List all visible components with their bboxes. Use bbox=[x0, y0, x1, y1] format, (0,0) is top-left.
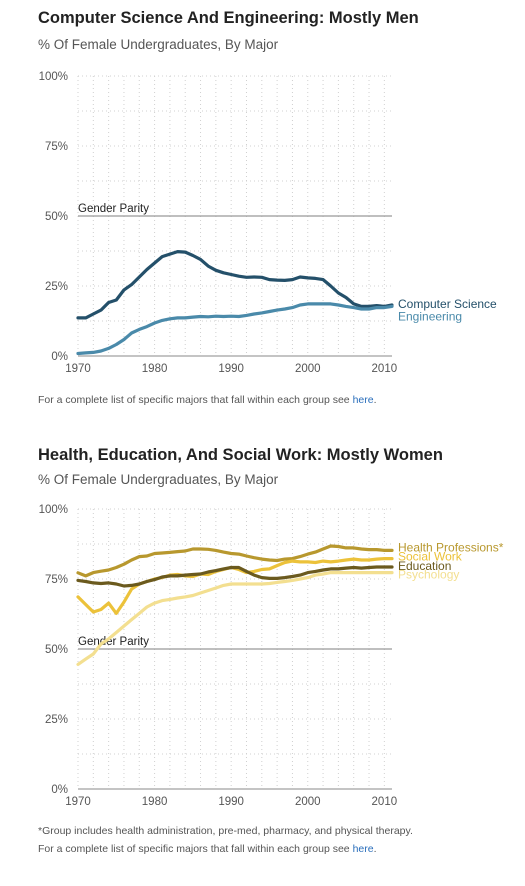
x-tick-label: 1990 bbox=[218, 363, 244, 375]
footnote-period: . bbox=[373, 394, 377, 406]
x-tick-label: 2000 bbox=[295, 363, 321, 375]
line-chart-computer-science: 0% 25% 50% 75% 100% 1970 1980 1990 2000 2010 Gende… bbox=[39, 71, 497, 375]
y-tick-label: 25% bbox=[45, 281, 68, 293]
y-tick-label: 100% bbox=[39, 504, 68, 516]
x-tick-label: 2000 bbox=[295, 796, 321, 808]
footnote-group-definition: *Group includes health administration, p… bbox=[38, 825, 413, 837]
series-line-computer-science bbox=[76, 250, 394, 320]
series-line-health-professions bbox=[76, 544, 394, 578]
chart-title: Health, Education, And Social Work: Most… bbox=[38, 446, 443, 464]
x-tick-label: 1980 bbox=[142, 796, 168, 808]
series-label-education: Education bbox=[398, 559, 451, 573]
footnote-list-link: For a complete list of specific majors t… bbox=[38, 843, 377, 855]
gender-parity-label: Gender Parity bbox=[78, 203, 149, 215]
y-tick-label: 0% bbox=[51, 351, 68, 363]
series-label-psychology: Psychology bbox=[398, 568, 459, 582]
series-label-computer-science: Computer Science bbox=[398, 297, 497, 311]
series-label-engineering: Engineering bbox=[398, 309, 462, 323]
y-tick-label: 75% bbox=[45, 141, 68, 153]
chart-panel-health-education: Health, Education, And Social Work: Most… bbox=[0, 435, 525, 875]
footnote-list-link: For a complete list of specific majors t… bbox=[38, 394, 377, 406]
line-chart-health-education: 0% 25% 50% 75% 100% 1970 1980 1990 2000 2010 Gende… bbox=[39, 504, 504, 808]
series-line-education bbox=[76, 565, 394, 588]
y-tick-label: 100% bbox=[39, 71, 68, 83]
chart-subtitle: % Of Female Undergraduates, By Major bbox=[38, 37, 279, 52]
footnote-text: *Group includes health administration, p… bbox=[38, 825, 413, 837]
footnote-text: For a complete list of specific majors t… bbox=[38, 843, 353, 855]
x-tick-label: 1990 bbox=[218, 796, 244, 808]
x-tick-label: 2010 bbox=[372, 363, 398, 375]
footnote-period: . bbox=[373, 843, 377, 855]
gender-parity-label: Gender Parity bbox=[78, 636, 149, 648]
x-tick-label: 1980 bbox=[142, 363, 168, 375]
chart-panel-computer-science: Computer Science And Engineering: Mostly… bbox=[0, 0, 525, 430]
series-label-health-professions: Health Professions* bbox=[398, 540, 504, 554]
y-tick-label: 75% bbox=[45, 574, 68, 586]
here-link[interactable]: here bbox=[352, 843, 374, 855]
series-line-engineering bbox=[76, 302, 394, 356]
y-tick-label: 50% bbox=[45, 644, 68, 656]
x-tick-label: 1970 bbox=[65, 363, 91, 375]
y-tick-label: 25% bbox=[45, 714, 68, 726]
chart-subtitle: % Of Female Undergraduates, By Major bbox=[38, 472, 279, 487]
x-tick-label: 1970 bbox=[65, 796, 91, 808]
series-line-psychology bbox=[76, 571, 394, 666]
series-label-social-work: Social Work bbox=[398, 550, 463, 564]
here-link[interactable]: here bbox=[352, 394, 374, 406]
y-tick-label: 0% bbox=[51, 784, 68, 796]
x-tick-label: 2010 bbox=[372, 796, 398, 808]
y-tick-label: 50% bbox=[45, 211, 68, 223]
footnote-text: For a complete list of specific majors t… bbox=[38, 394, 353, 406]
chart-title: Computer Science And Engineering: Mostly… bbox=[38, 9, 419, 27]
